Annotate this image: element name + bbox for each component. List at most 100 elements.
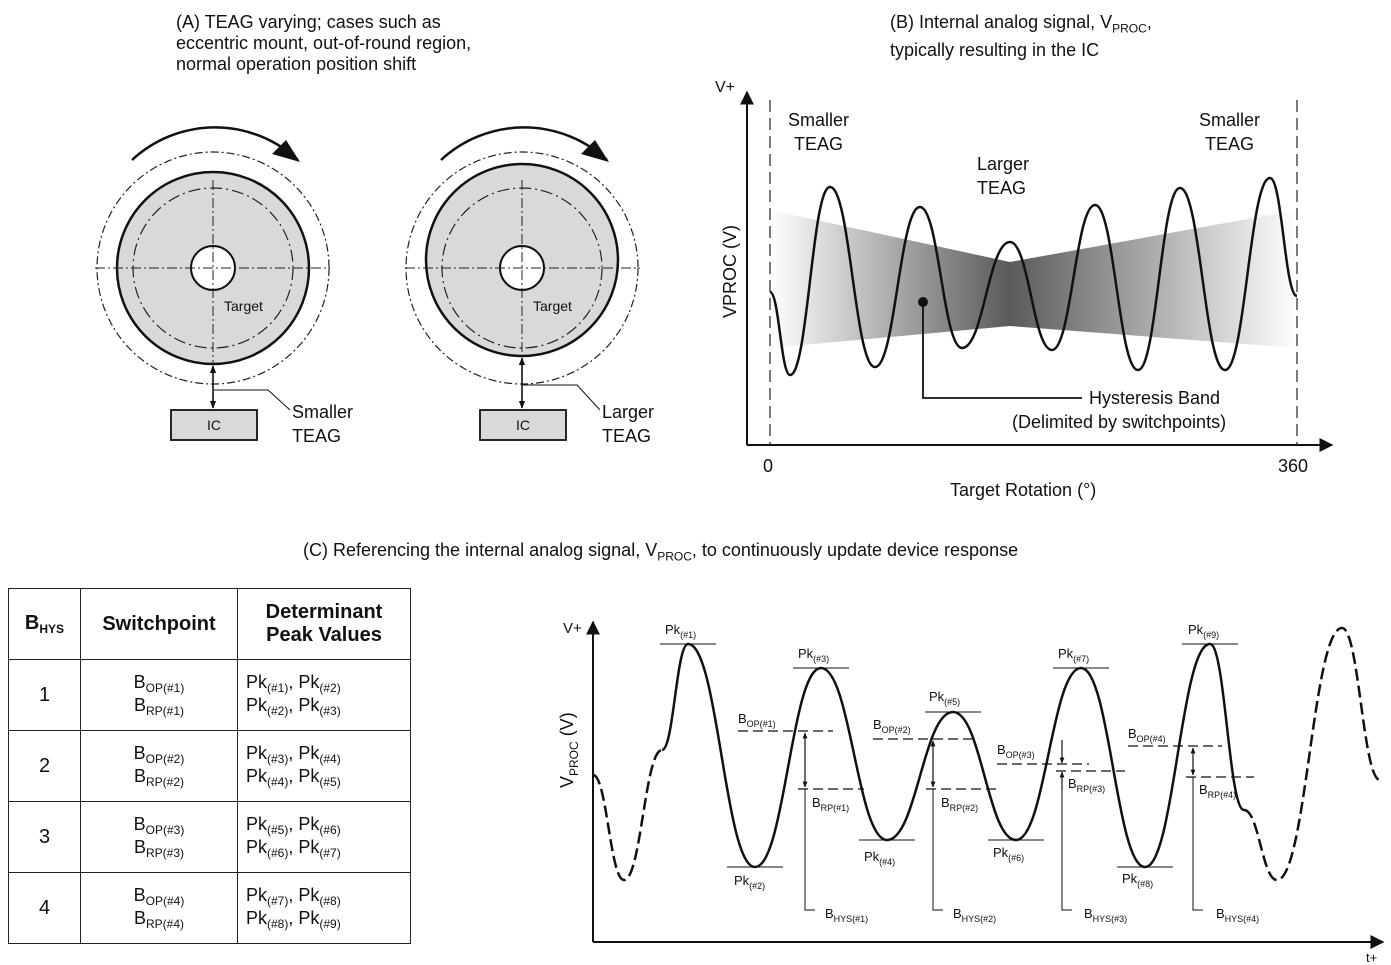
brp-label-4-sub: RP(#4)	[1208, 790, 1237, 800]
region-right-line-1: Smaller	[1199, 110, 1260, 130]
cell-peaks: Pk(#1), Pk(#2) Pk(#2), Pk(#3)	[237, 659, 411, 731]
pk-base: Pk	[298, 837, 320, 857]
gap-label-right-line-2: TEAG	[602, 426, 651, 446]
peak-label-9: Pk(#9)	[1188, 622, 1219, 640]
switchpoint-table: BHYS Switchpoint Determinant Peak Values …	[8, 588, 411, 944]
peak-label-1-sub: (#1)	[680, 630, 696, 640]
panel-c-y-axis-sub: PROC	[567, 741, 581, 776]
peak-label-2-sub: (#2)	[749, 881, 765, 891]
peak-label-1-base: Pk	[665, 622, 681, 637]
bop-label-1-base: B	[738, 711, 747, 726]
bhys-label-3-sub: HYS(#3)	[1093, 914, 1128, 924]
peak-label-6: Pk(#6)	[993, 845, 1024, 863]
bop-label-2: BOP(#2)	[873, 717, 911, 735]
cell-bop: BOP(#2)	[133, 743, 185, 766]
switchpoint-lines	[738, 730, 1254, 911]
table-body: 1 BOP(#1) BRP(#1) Pk(#1), Pk(#2) Pk(#2), Pk(…	[8, 659, 411, 944]
target-label-left: Target	[224, 298, 263, 314]
bhys-label-3-base: B	[1084, 906, 1093, 921]
cell-bop-sub: OP(#1)	[145, 681, 185, 695]
bhys-label-1-sub: HYS(#1)	[834, 914, 869, 924]
pk-sub: (#7)	[267, 894, 289, 908]
pk-sub: (#4)	[319, 752, 341, 766]
bop-label-3-sub: OP(#3)	[1006, 750, 1035, 760]
panel-a-caption-line-1: (A) TEAG varying; cases such as	[176, 12, 441, 32]
hysteresis-band-left	[770, 210, 1010, 348]
panel-c-x-end-label: t+	[1366, 950, 1377, 965]
peak-label-5-base: Pk	[929, 689, 945, 704]
pk-base: Pk	[246, 766, 268, 786]
peak-label-7: Pk(#7)	[1058, 646, 1089, 664]
band-label-line-2: (Delimited by switchpoints)	[1012, 412, 1226, 432]
panel-b-y-top-label: V+	[715, 79, 735, 96]
cell-rp-peaks: Pk(#6), Pk(#7)	[246, 837, 341, 860]
table-header-row: BHYS Switchpoint Determinant Peak Values	[8, 588, 411, 660]
pk-sub: (#2)	[267, 704, 289, 718]
target-wheel-left	[95, 126, 330, 385]
bhys-label-1: BHYS(#1)	[825, 906, 868, 924]
gap-label-right-line-1: Larger	[602, 402, 654, 422]
bhys-label-4: BHYS(#4)	[1216, 906, 1259, 924]
cell-op-peaks: Pk(#7), Pk(#8)	[246, 885, 341, 908]
bop-label-4-base: B	[1128, 726, 1137, 741]
cell-bop-sub: OP(#3)	[145, 823, 185, 837]
cell-brp-sub: RP(#4)	[146, 917, 185, 931]
cell-bhys-number: 3	[8, 801, 81, 873]
pk-sub: (#3)	[319, 704, 341, 718]
ic-box-left	[170, 409, 258, 441]
pk-sub: (#6)	[267, 846, 289, 860]
pk-sub: (#3)	[267, 752, 289, 766]
brp-label-3-base: B	[1068, 776, 1077, 791]
panel-b-caption-post: ,	[1146, 12, 1152, 32]
panel-c-caption: (C) Referencing the internal analog sign…	[303, 540, 1018, 568]
cell-op-peaks: Pk(#5), Pk(#6)	[246, 814, 341, 837]
bop-label-4-sub: OP(#4)	[1137, 734, 1166, 744]
panel-c-caption-post: , to continuously update device response	[691, 540, 1019, 560]
brp-label-1-sub: RP(#1)	[821, 803, 850, 813]
panel-b-plot	[740, 90, 1334, 452]
cell-rp-peaks: Pk(#4), Pk(#5)	[246, 766, 341, 789]
peak-label-8-base: Pk	[1122, 871, 1138, 886]
cell-brp: BRP(#4)	[133, 908, 185, 931]
header-bhys-sub: HYS	[39, 622, 65, 636]
panel-b-y-axis-label: VPROC (V)	[720, 225, 740, 318]
peak-label-2-base: Pk	[734, 873, 750, 888]
ic-label-left: IC	[207, 417, 221, 433]
pk-base: Pk	[298, 908, 320, 928]
pk-base: Pk	[246, 695, 268, 715]
pk-base: Pk	[246, 837, 268, 857]
cell-switchpoints: BOP(#3) BRP(#3)	[80, 801, 238, 873]
peak-label-4-base: Pk	[864, 849, 880, 864]
region-left-line-2: TEAG	[794, 134, 843, 154]
pk-sub: (#4)	[267, 775, 289, 789]
cell-bop-sub: OP(#4)	[145, 894, 185, 908]
hysteresis-band-right	[1010, 210, 1297, 348]
brp-label-4-base: B	[1199, 782, 1208, 797]
brp-label-1-base: B	[812, 795, 821, 810]
panel-b-caption-line-1: (B) Internal analog signal, VPROC,	[890, 12, 1152, 40]
pk-sub: (#5)	[319, 775, 341, 789]
peak-label-7-base: Pk	[1058, 646, 1074, 661]
cell-op-peaks: Pk(#3), Pk(#4)	[246, 743, 341, 766]
bhys-label-2: BHYS(#2)	[953, 906, 996, 924]
cell-brp-sub: RP(#1)	[146, 704, 185, 718]
cell-switchpoints: BOP(#4) BRP(#4)	[80, 872, 238, 944]
panel-a-caption: (A) TEAG varying; cases such as eccentri…	[176, 12, 471, 75]
cell-switchpoints: BOP(#1) BRP(#1)	[80, 659, 238, 731]
bop-label-1-sub: OP(#1)	[747, 719, 776, 729]
panel-c-y-axis-base: V	[557, 776, 577, 788]
bop-label-2-base: B	[873, 717, 882, 732]
bop-label-3-base: B	[997, 742, 1006, 757]
bhys-label-2-sub: HYS(#2)	[962, 914, 997, 924]
cell-bop: BOP(#3)	[133, 814, 185, 837]
region-middle-line-1: Larger	[977, 154, 1029, 174]
peak-label-1: Pk(#1)	[665, 622, 696, 640]
panel-b-x-end: 360	[1278, 456, 1308, 476]
peak-label-9-base: Pk	[1188, 622, 1204, 637]
cell-brp-sub: RP(#2)	[146, 775, 185, 789]
cell-bop: BOP(#4)	[133, 885, 185, 908]
peak-label-5: Pk(#5)	[929, 689, 960, 707]
peak-label-8: Pk(#8)	[1122, 871, 1153, 889]
table-row: 1 BOP(#1) BRP(#1) Pk(#1), Pk(#2) Pk(#2), Pk(…	[8, 659, 411, 731]
